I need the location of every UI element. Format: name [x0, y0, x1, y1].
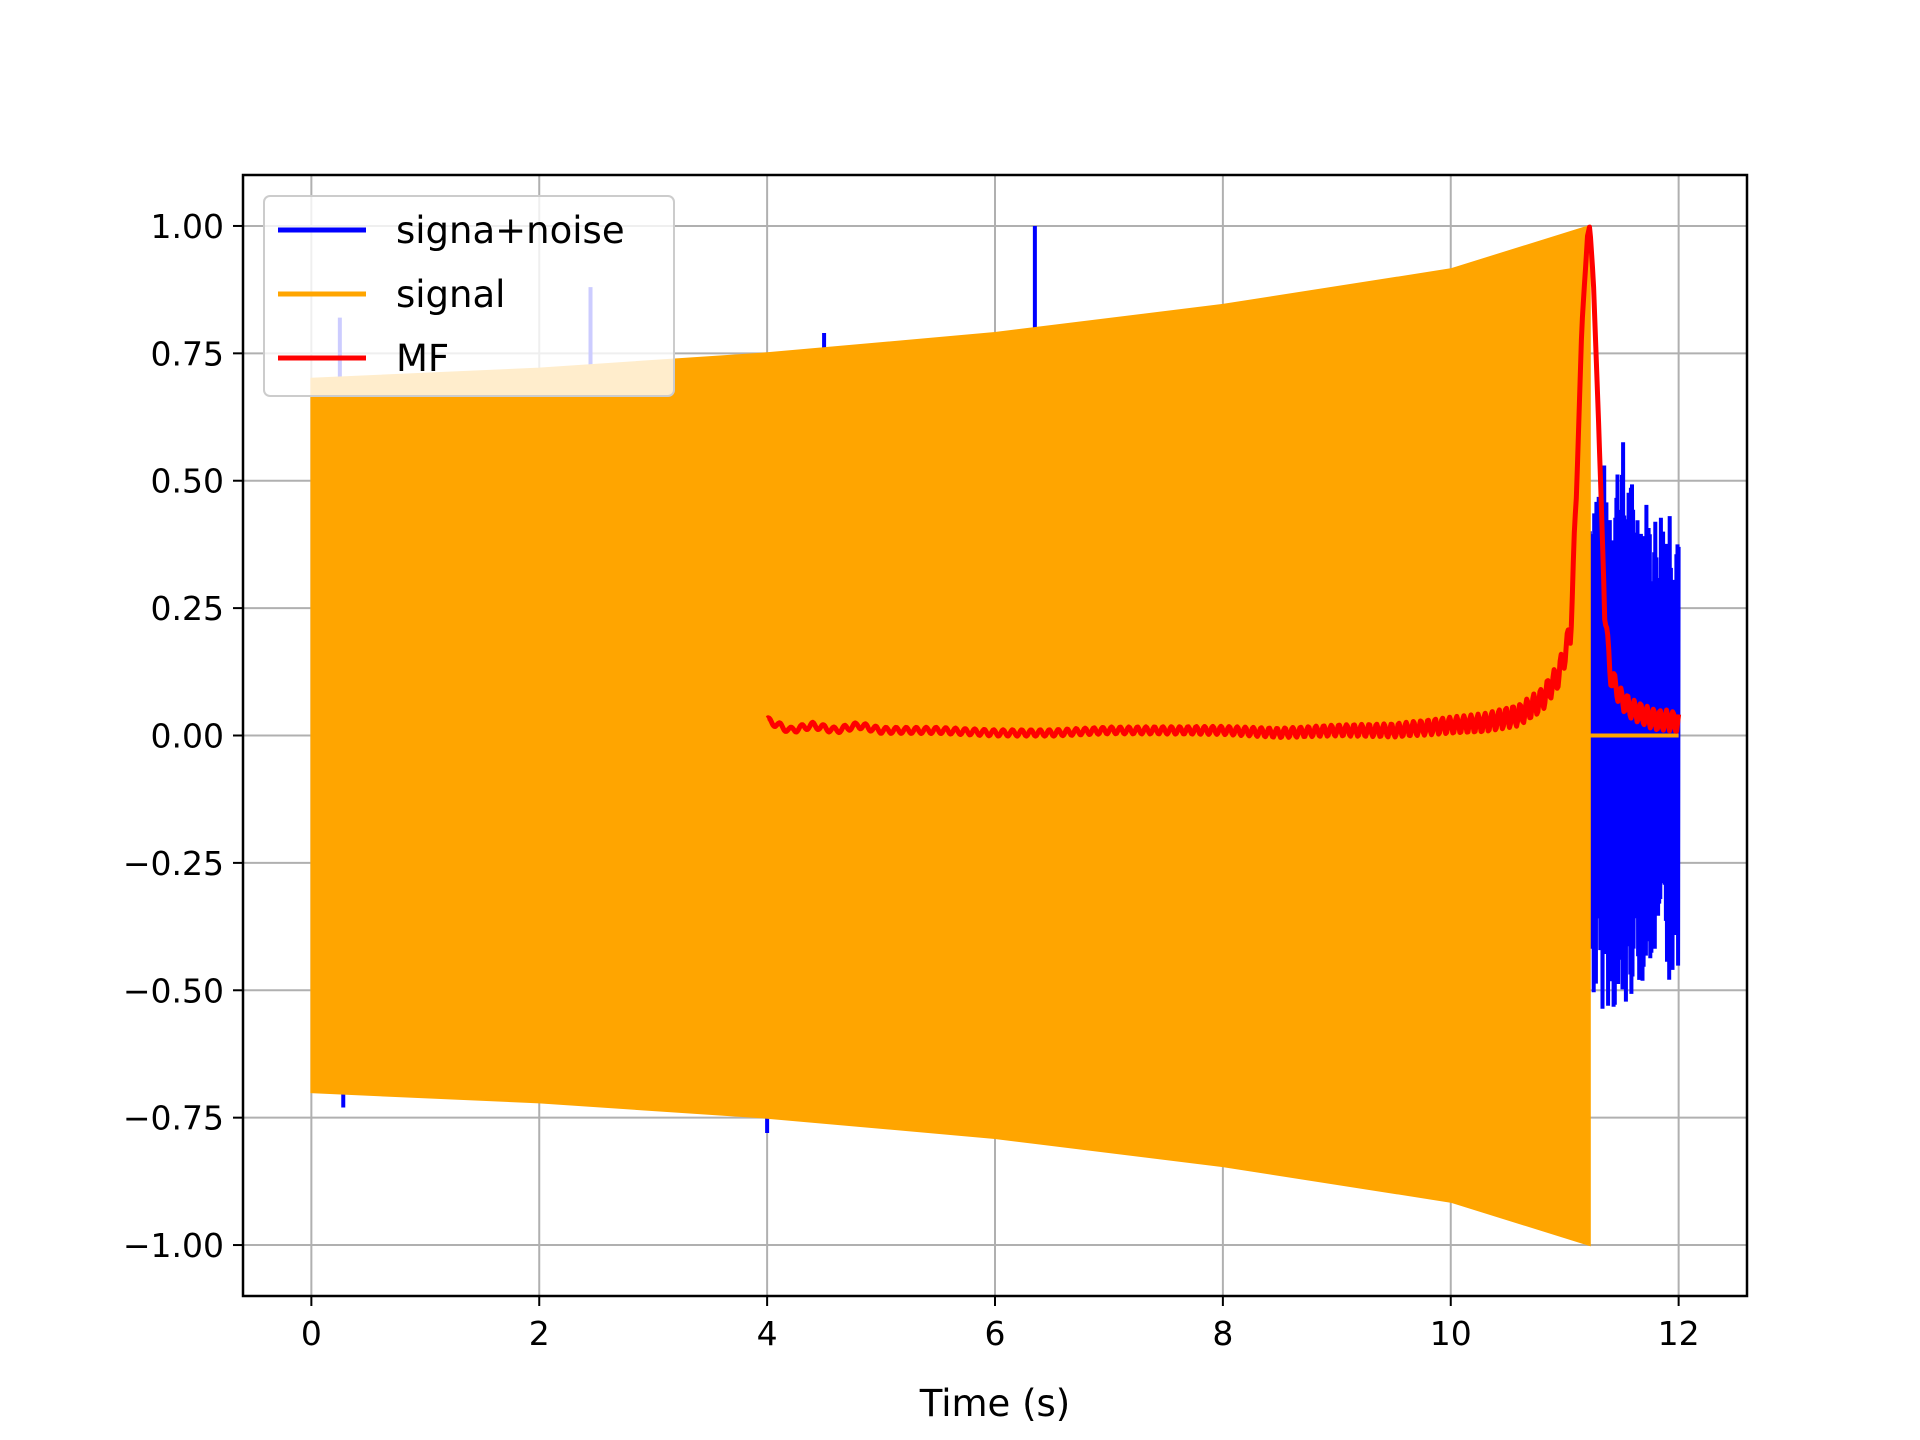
legend: signa+noise signal MF — [263, 195, 675, 397]
y-tick-label: −0.25 — [123, 844, 224, 883]
legend-label: signal — [396, 273, 505, 316]
y-tick-label: 0.50 — [151, 462, 224, 501]
signal-noise-tail — [1587, 442, 1681, 1009]
x-axis-label: Time (s) — [919, 1382, 1070, 1425]
y-tick-label: −0.50 — [123, 971, 224, 1010]
y-tick-label: −1.00 — [123, 1226, 224, 1265]
y-tick-label: 0.25 — [151, 589, 224, 628]
legend-label: MF — [396, 337, 449, 380]
x-tick-label: 4 — [757, 1314, 778, 1353]
legend-box — [263, 195, 675, 397]
y-tick-label: 0.75 — [151, 334, 224, 373]
x-tick-label: 6 — [985, 1314, 1006, 1353]
y-tick-label: 0.00 — [151, 717, 224, 756]
x-tick-label: 0 — [301, 1314, 322, 1353]
y-tick-label: −0.75 — [123, 1099, 224, 1138]
y-tick-label: 1.00 — [151, 207, 224, 246]
x-tick-label: 12 — [1658, 1314, 1700, 1353]
legend-label: signa+noise — [396, 209, 625, 252]
mf-line — [765, 224, 1682, 740]
x-tick-label: 10 — [1430, 1314, 1472, 1353]
x-tick-label: 8 — [1212, 1314, 1233, 1353]
x-tick-label: 2 — [529, 1314, 550, 1353]
